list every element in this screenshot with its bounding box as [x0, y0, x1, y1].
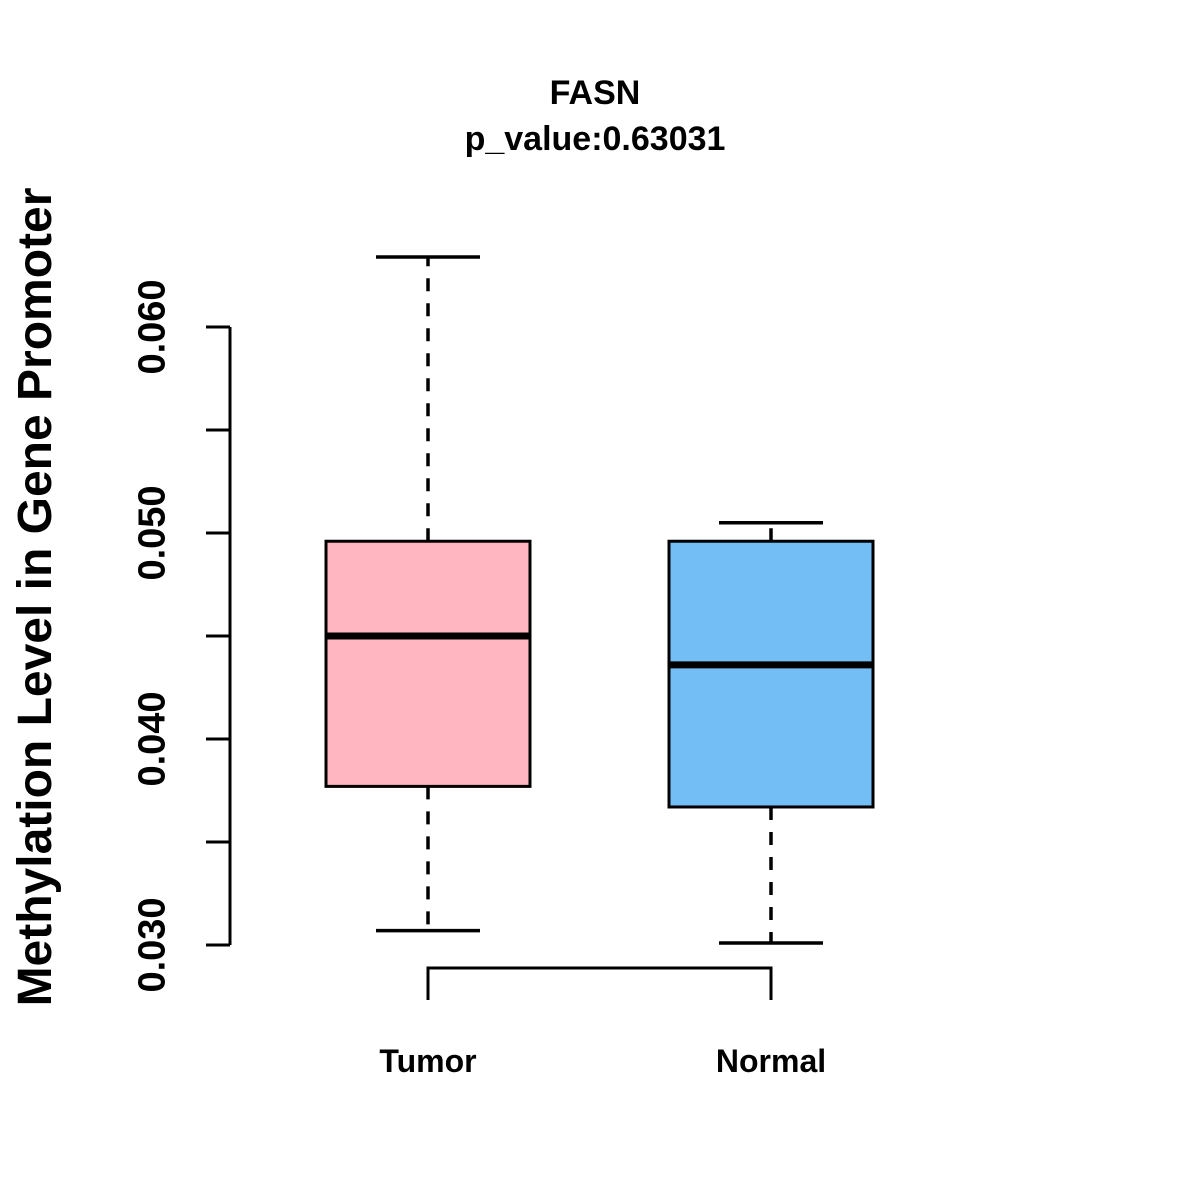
y-axis-title: Methylation Level in Gene Promoter [9, 188, 62, 1007]
x-axis-bracket [426, 966, 773, 1000]
chart-title: FASN [550, 74, 641, 112]
box-normal [667, 539, 875, 809]
y-axis-tick-label: 0.030 [131, 897, 173, 992]
x-category-label-normal: Normal [716, 1043, 826, 1079]
chart-subtitle: p_value:0.63031 [465, 120, 726, 158]
box-tumor [324, 539, 532, 788]
x-category-label-tumor: Tumor [379, 1043, 476, 1079]
y-axis-tick-label: 0.050 [131, 485, 173, 580]
plot-area: 0.030 0.040 0.050 0.060 Tumor Normal [131, 255, 875, 1079]
y-axis-tick-label: 0.040 [131, 691, 173, 786]
y-axis-tick-label: 0.060 [131, 279, 173, 374]
